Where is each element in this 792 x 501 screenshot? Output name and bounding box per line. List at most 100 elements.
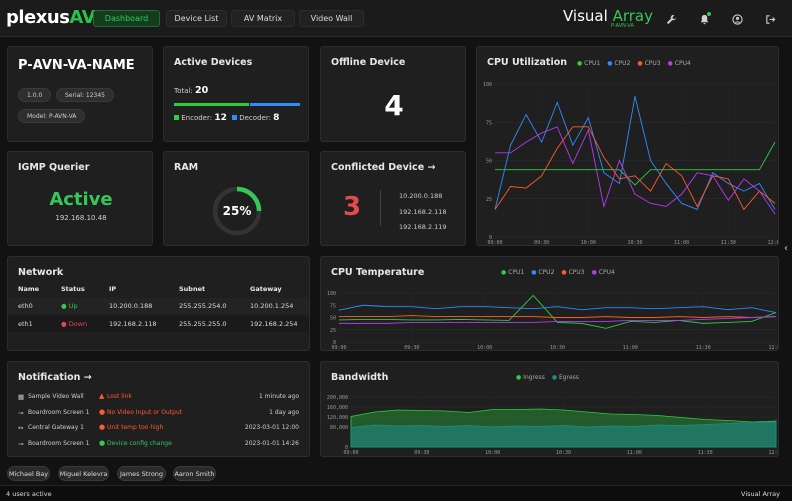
check-circle-icon: ●: [99, 438, 106, 447]
notification-item[interactable]: ⊸ Boardroom Screen 1 ● No Video Input or Ou…: [8, 408, 309, 422]
active-devices-card[interactable]: Active Devices Total: 20 Encoder: 12 Dec…: [163, 46, 309, 142]
y-tick-label: 80,000: [330, 425, 348, 431]
serial-badge: Serial: 12345: [56, 88, 114, 102]
legend-ingress[interactable]: ● Ingress: [516, 374, 545, 381]
y-tick-label: 25: [330, 328, 336, 334]
x-tick-label: 12:00: [768, 345, 779, 351]
legend-cpu4[interactable]: ● CPU4: [667, 60, 691, 67]
nav-video-wall[interactable]: Video Wall: [299, 10, 364, 27]
chevron-left-icon[interactable]: ‹: [784, 243, 788, 254]
status-down: ● Down: [61, 320, 88, 328]
conflicted-ip-list: 10.200.0.188 192.168.2.118 192.168.2.119: [399, 189, 447, 236]
legend-cpu4[interactable]: ● CPU4: [591, 269, 615, 276]
series-line-cpu3: [339, 315, 777, 318]
legend-cpu3[interactable]: ● CPU3: [637, 60, 661, 67]
y-tick-label: 120,000: [327, 415, 348, 421]
bandwidth-legend: ● Ingress ● Egress: [516, 374, 579, 381]
series-line-cpu2: [338, 304, 777, 314]
gateway-icon: ↔: [18, 424, 24, 432]
x-tick-label: 09:30: [534, 240, 549, 246]
series-line-cpu1: [495, 141, 776, 186]
table-row[interactable]: eth1 ● Down 192.168.2.118 255.255.255.0 …: [8, 316, 309, 332]
active-devices-title: Active Devices: [174, 57, 253, 68]
conflicted-count: 3: [343, 192, 362, 222]
wrench-icon[interactable]: [661, 9, 681, 29]
network-header-status: Status: [61, 285, 85, 293]
offline-device-card[interactable]: Offline Device 4: [320, 46, 466, 142]
notification-item[interactable]: ▦ Sample Video Wall ▲ Lost link 1 minute ago: [8, 392, 309, 406]
notification-source: Boardroom Screen 1: [28, 408, 90, 416]
x-tick-label: 10:00: [477, 345, 492, 351]
app-logo[interactable]: plexusAV: [6, 7, 96, 28]
arrow-right-icon[interactable]: →: [83, 372, 92, 383]
ram-card: RAM 25%: [163, 151, 309, 246]
series-line-cpu1: [338, 294, 777, 329]
logout-icon[interactable]: [760, 9, 780, 29]
cpu-temperature-card: CPU Temperature ● CPU1 ● CPU2 ● CPU3 ● C…: [320, 256, 779, 351]
bandwidth-title: Bandwidth: [331, 372, 389, 383]
notification-source: Boardroom Screen 1: [28, 439, 90, 447]
user-chip[interactable]: Miguel Kelevra: [58, 466, 109, 481]
notification-source: Central Gateway 1: [28, 424, 84, 431]
legend-egress[interactable]: ● Egress: [551, 374, 579, 381]
notification-time: 1 day ago: [269, 408, 299, 416]
y-tick-label: 200,000: [327, 395, 348, 401]
notification-message: Device config change: [107, 439, 172, 447]
alert-circle-icon: ●: [99, 423, 106, 431]
legend-cpu3[interactable]: ● CPU3: [561, 269, 585, 276]
x-tick-label: 10:00: [485, 450, 500, 456]
notification-item[interactable]: ↔ Central Gateway 1 ● Unit temp too high 202…: [8, 423, 309, 437]
nav-av-matrix[interactable]: AV Matrix: [231, 10, 295, 27]
y-tick-label: 160,000: [327, 405, 348, 411]
x-tick-label: 11:00: [627, 450, 642, 456]
top-bar: plexusAV Dashboard Device List AV Matrix…: [0, 0, 792, 37]
network-header-subnet: Subnet: [179, 285, 206, 293]
bell-icon[interactable]: [694, 9, 714, 29]
footer-brand: Visual Array: [741, 490, 780, 498]
total-devices: Total: 20: [174, 85, 209, 96]
x-tick-label: 09:00: [331, 345, 346, 351]
x-tick-label: 11:00: [623, 345, 638, 351]
user-chip[interactable]: James Strong: [117, 466, 166, 481]
network-card: Network Name Status IP Subnet Gateway et…: [7, 256, 310, 351]
version-badge: 1.0.0: [18, 88, 52, 102]
x-tick-label: 10:30: [627, 240, 642, 246]
x-tick-label: 12:00: [768, 450, 779, 456]
grid-icon: ▦: [18, 393, 25, 401]
conflicted-title[interactable]: Conflicted Device →: [331, 162, 436, 173]
network-header-gateway: Gateway: [250, 285, 282, 293]
ram-gauge: [212, 186, 262, 236]
conflicted-device-card[interactable]: Conflicted Device → 3 10.200.0.188 192.1…: [320, 151, 466, 246]
bandwidth-chart: 0 80,000 120,000 160,000 200,000 09:00 09:30 10…: [327, 395, 779, 456]
model-badge: Model: P-AVN-VA: [18, 109, 86, 123]
user-circle-icon[interactable]: [727, 9, 747, 29]
ram-title: RAM: [174, 162, 199, 173]
display-icon: ⊸: [18, 408, 24, 417]
notification-item[interactable]: ⊸ Boardroom Screen 1 ● Device config change…: [8, 438, 309, 453]
notification-dot: [707, 12, 711, 16]
legend-cpu2[interactable]: ● CPU2: [607, 60, 631, 67]
nav-device-list[interactable]: Device List: [166, 10, 227, 27]
notification-source: Sample Video Wall: [28, 393, 84, 400]
user-chip[interactable]: Michael Bay: [7, 466, 50, 481]
nav-dashboard[interactable]: Dashboard: [93, 10, 160, 27]
device-info-card: P-AVN-VA-NAME 1.0.0 Serial: 12345 Model:…: [7, 46, 153, 142]
users-active-count: 4 users active: [6, 490, 52, 498]
arrow-right-icon[interactable]: →: [427, 162, 436, 173]
x-tick-label: 10:00: [581, 240, 596, 246]
x-tick-label: 10:30: [556, 450, 571, 456]
legend-cpu1[interactable]: ● CPU1: [577, 60, 601, 67]
legend-cpu2[interactable]: ● CPU2: [531, 269, 555, 276]
user-chip[interactable]: Aaron Smith: [173, 466, 216, 481]
x-tick-label: 11:30: [721, 240, 736, 246]
legend-cpu1[interactable]: ● CPU1: [501, 269, 525, 276]
x-tick-label: 09:30: [414, 450, 429, 456]
igmp-querier-card: IGMP Querier Active 192.168.10.48: [7, 151, 153, 246]
notification-title[interactable]: Notification →: [18, 372, 92, 383]
cpu-temperature-legend: ● CPU1 ● CPU2 ● CPU3 ● CPU4: [501, 269, 615, 276]
notification-message: Unit temp too high: [107, 424, 164, 431]
cpu-utilization-legend: ● CPU1 ● CPU2 ● CPU3 ● CPU4: [577, 60, 691, 67]
y-tick-label: 100: [327, 291, 336, 297]
y-tick-label: 50: [330, 316, 336, 322]
table-row[interactable]: eth0 ● Up 10.200.0.188 255.255.254.0 10.…: [8, 298, 309, 314]
